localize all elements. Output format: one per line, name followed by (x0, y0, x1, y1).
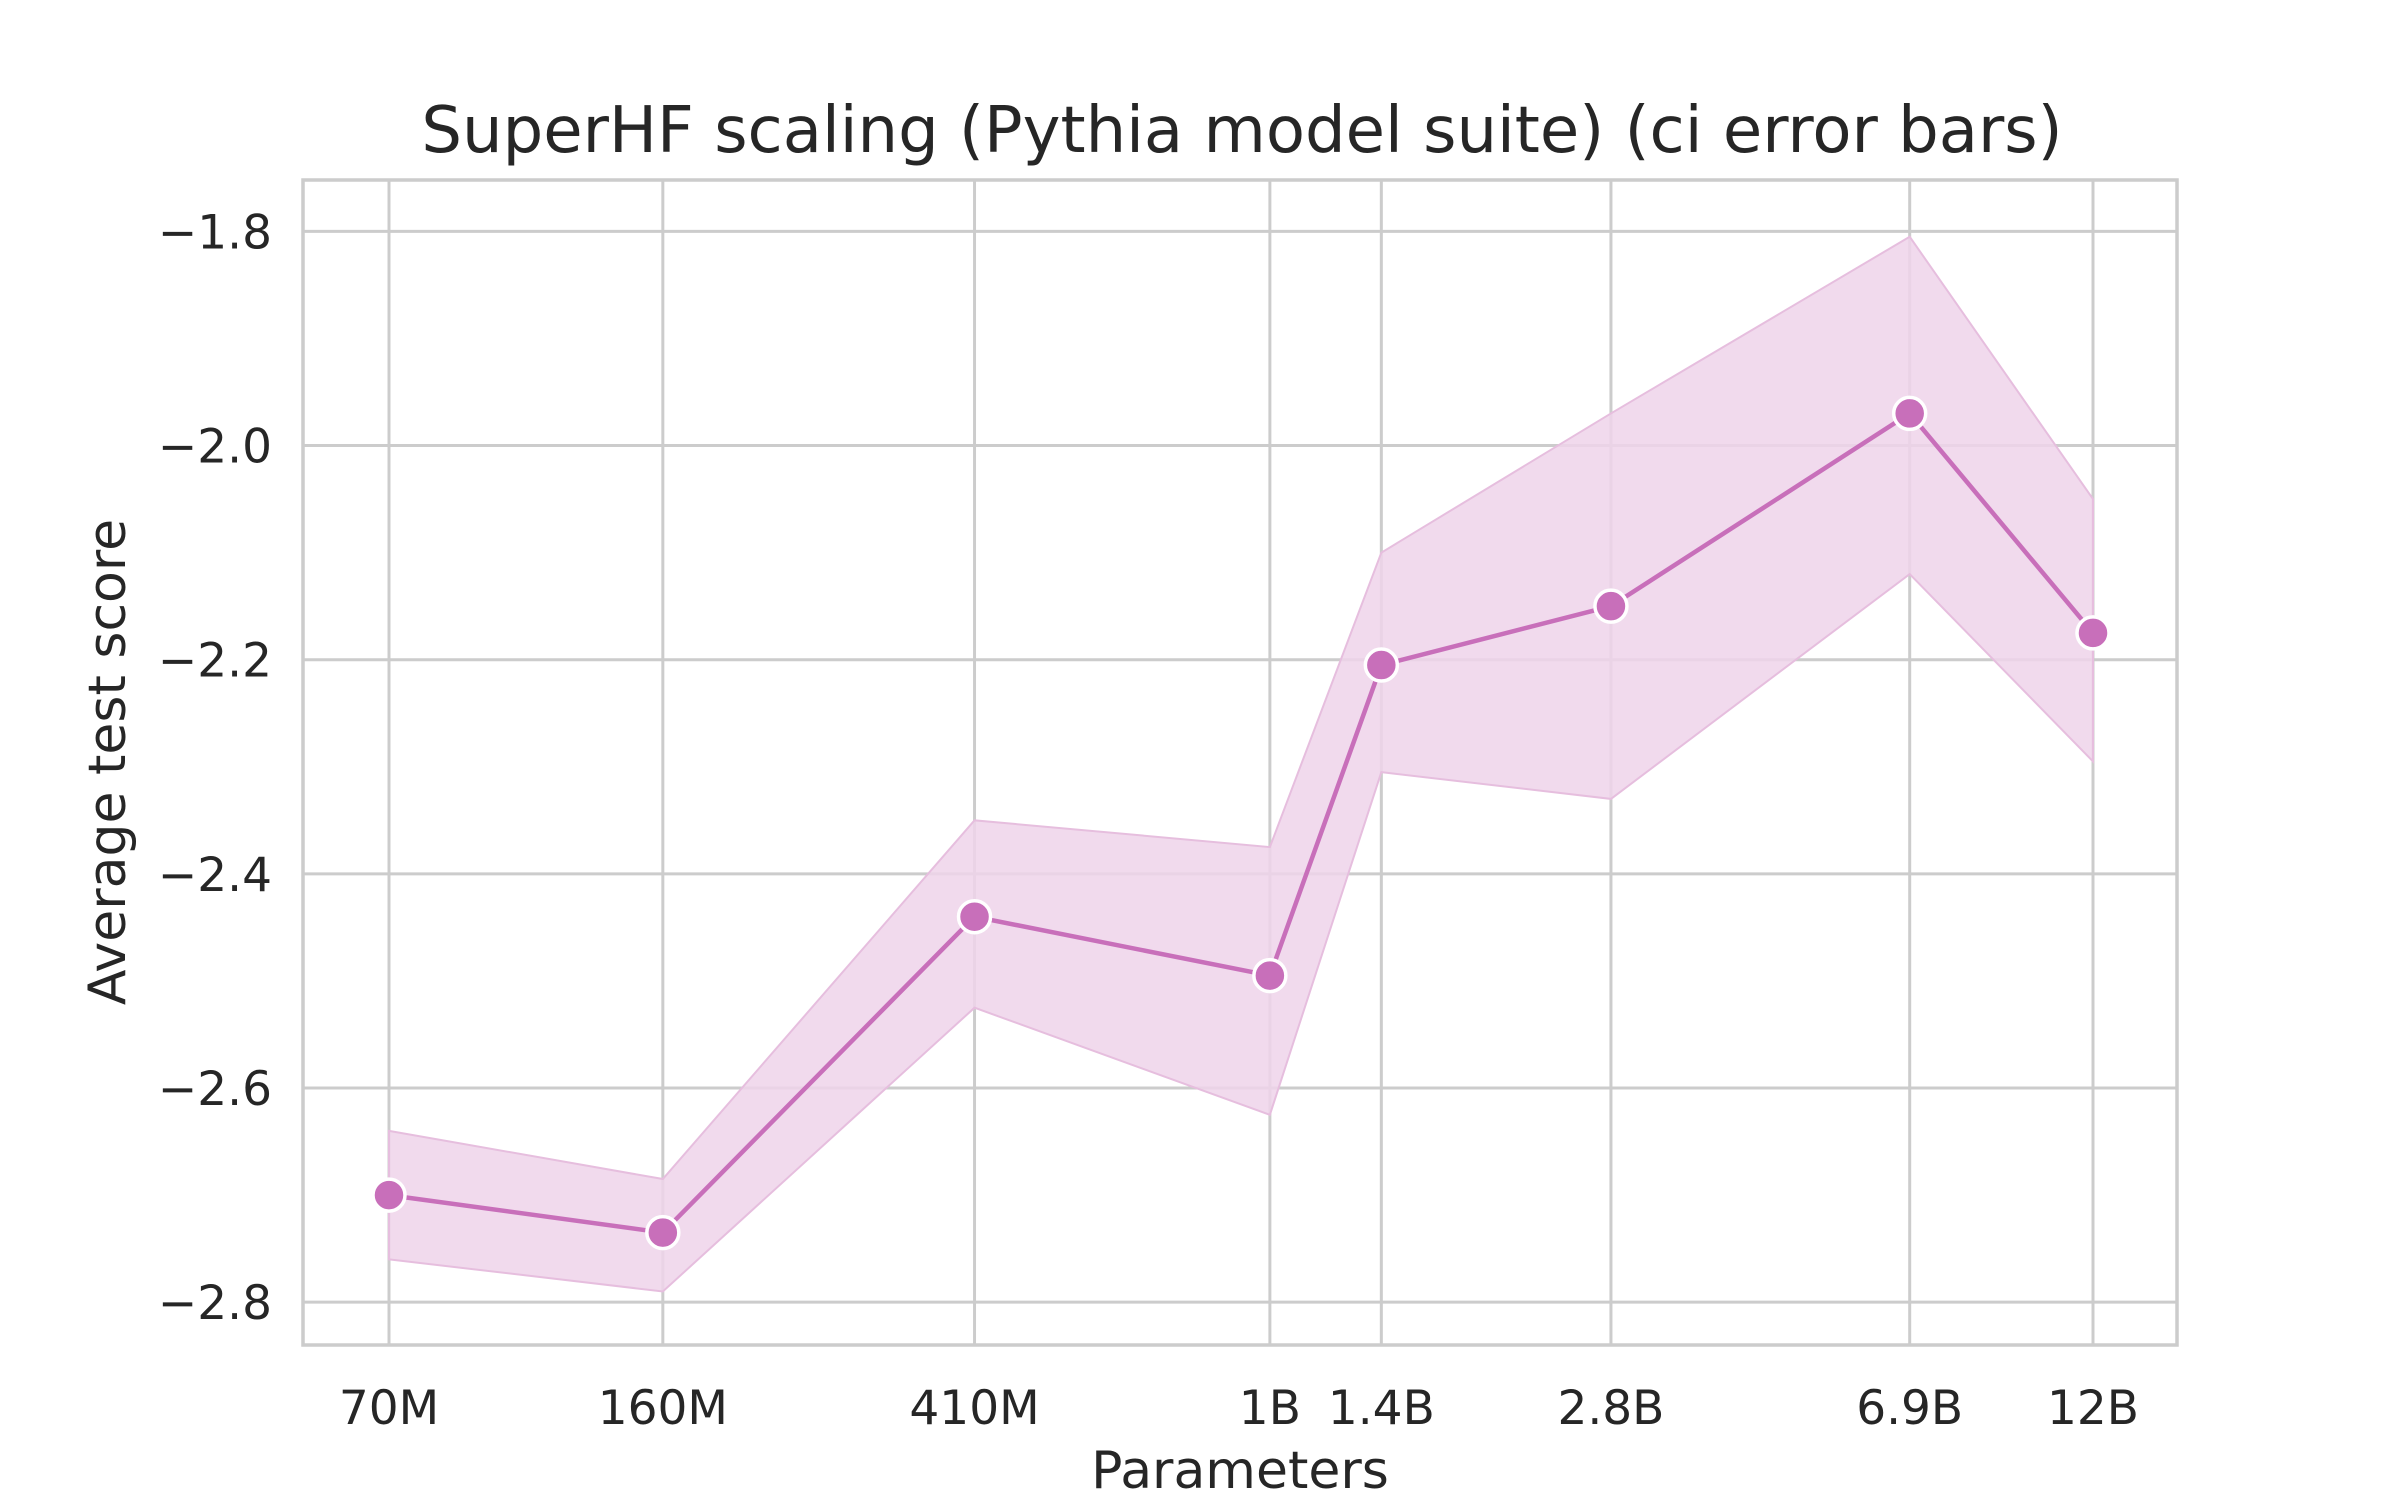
x-axis-label: Parameters (1091, 1441, 1389, 1500)
data-point (956, 898, 993, 935)
y-tick-label: −2.8 (158, 1276, 272, 1331)
x-tick-label: 2.8B (1557, 1381, 1664, 1436)
x-tick-label: 410M (909, 1381, 1039, 1436)
chart-title: SuperHF scaling (Pythia model suite) (ci… (421, 94, 2062, 168)
x-tick-label: 70M (339, 1381, 439, 1436)
x-tick-label: 160M (598, 1381, 728, 1436)
confidence-band (388, 235, 2094, 1293)
x-tick-label: 6.9B (1856, 1381, 1963, 1436)
data-point (1363, 647, 1400, 683)
x-tick-label: 1.4B (1328, 1381, 1435, 1436)
series-line-layer (388, 411, 2095, 1235)
y-tick-label: −2.4 (158, 848, 272, 903)
data-point (2075, 615, 2111, 651)
plot-frame (301, 178, 2179, 1347)
data-point (1252, 957, 1288, 994)
confidence-band-layer (388, 235, 2094, 1293)
data-point (371, 1177, 407, 1213)
y-tick-label: −1.8 (158, 205, 272, 260)
x-tick-label: 12B (2047, 1381, 2139, 1436)
marker-layer (371, 395, 2111, 1251)
x-tick-label: 1B (1239, 1381, 1301, 1436)
tick-label-layer: −2.8 −2.6 −2.4 −2.2 −2.0 −1.8 70M 160M 410M 1B 1.4… (158, 205, 2139, 1436)
series-line (388, 411, 2095, 1235)
y-tick-label: −2.6 (158, 1062, 272, 1117)
data-point (1593, 588, 1629, 624)
y-tick-label: −2.2 (158, 634, 272, 689)
data-point (1891, 395, 1928, 432)
y-tick-label: −2.0 (158, 420, 272, 475)
data-point (645, 1214, 681, 1251)
y-axis-label: Average test score (78, 519, 138, 1005)
